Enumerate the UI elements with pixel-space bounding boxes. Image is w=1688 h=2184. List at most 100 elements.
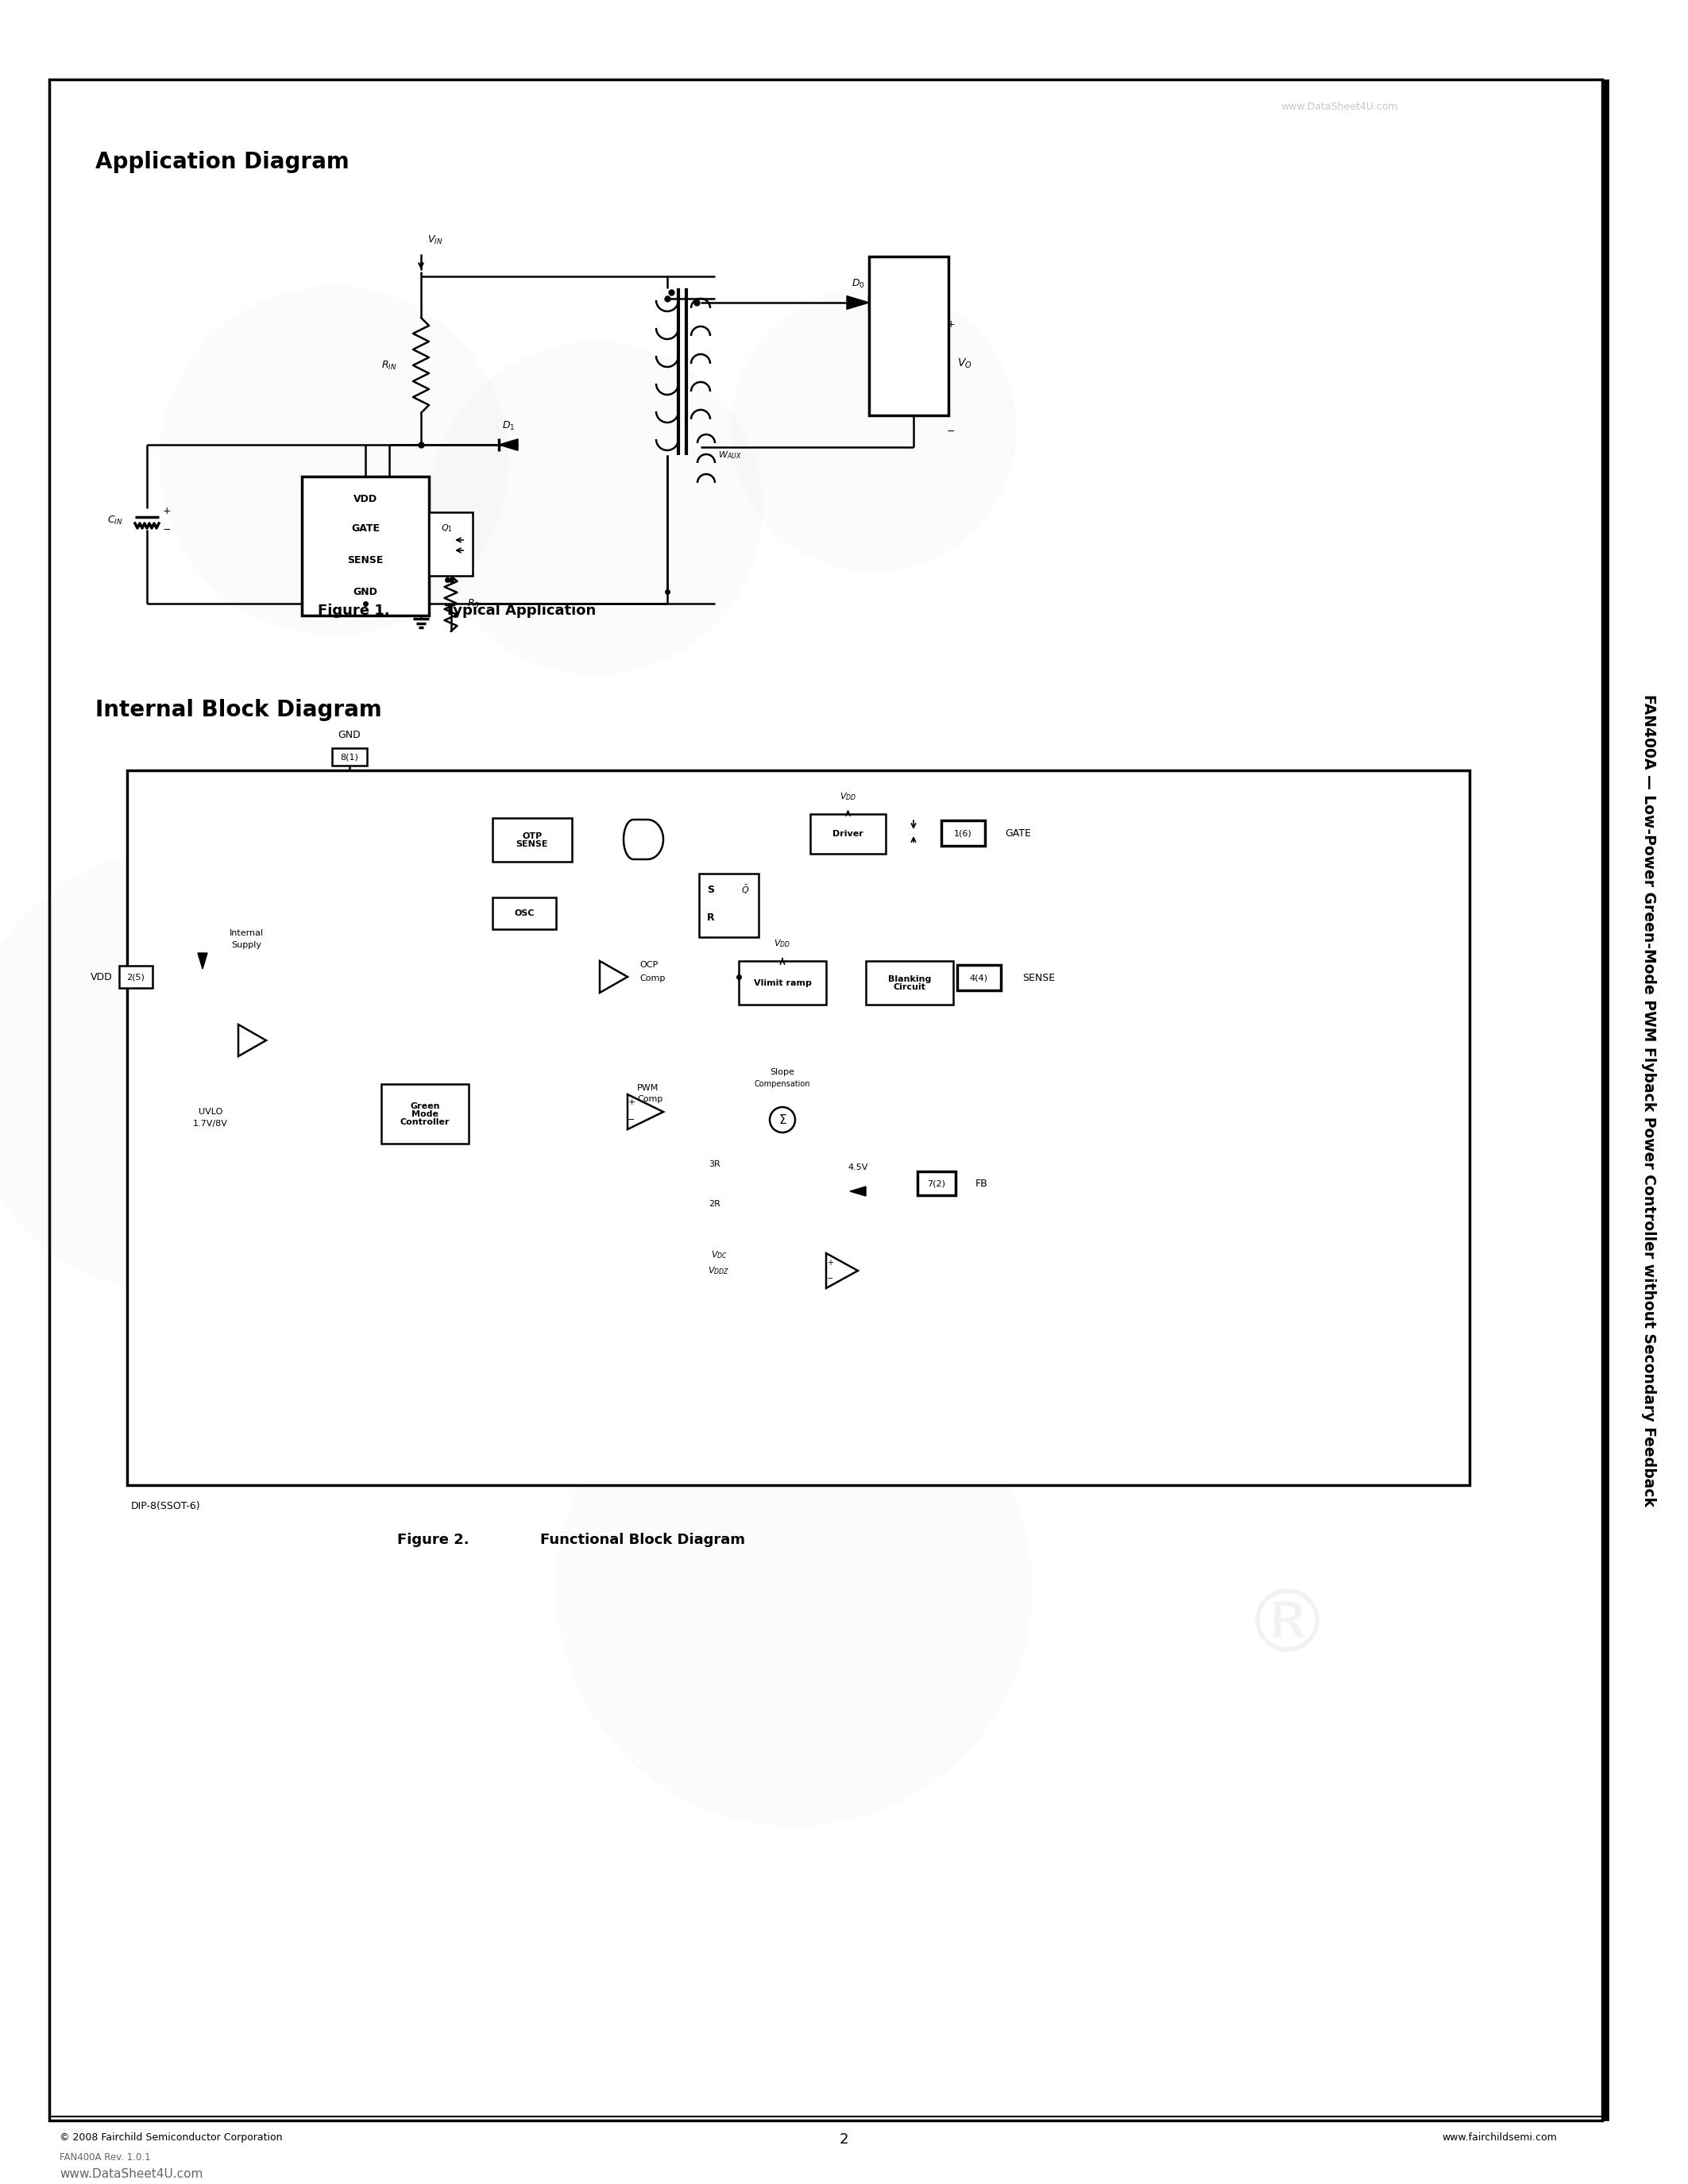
- Text: $D_0$: $D_0$: [851, 277, 864, 290]
- Text: −: −: [947, 426, 955, 437]
- Text: 2R: 2R: [709, 1199, 721, 1208]
- Text: PWM: PWM: [636, 1083, 658, 1092]
- Text: Green: Green: [410, 1103, 441, 1109]
- Text: Figure 1.: Figure 1.: [317, 603, 390, 618]
- Text: UVLO: UVLO: [199, 1107, 223, 1116]
- Text: $V_{DD}$: $V_{DD}$: [839, 791, 856, 802]
- Bar: [1602, 79, 1609, 2121]
- Bar: [493, 898, 555, 928]
- Text: +: +: [930, 352, 937, 360]
- Bar: [429, 513, 473, 577]
- Polygon shape: [847, 295, 869, 310]
- Circle shape: [0, 850, 405, 1295]
- Text: 7(2): 7(2): [927, 1179, 945, 1188]
- Text: OTP: OTP: [522, 832, 542, 841]
- Text: Blanking: Blanking: [888, 974, 932, 983]
- Text: OCP: OCP: [640, 961, 658, 970]
- Circle shape: [731, 286, 1016, 572]
- Bar: [127, 771, 1470, 1485]
- Text: $V_O$: $V_O$: [957, 358, 972, 371]
- Text: SENSE: SENSE: [1023, 972, 1055, 983]
- Text: Functional Block Diagram: Functional Block Diagram: [540, 1533, 744, 1546]
- Text: Controller: Controller: [400, 1118, 449, 1125]
- Text: Σ: Σ: [778, 1114, 787, 1125]
- Bar: [381, 1083, 469, 1144]
- Text: $\bar{Q}$: $\bar{Q}$: [741, 885, 749, 895]
- Text: +: +: [162, 505, 170, 515]
- Text: S: S: [707, 885, 714, 895]
- Text: GND: GND: [353, 587, 378, 596]
- Text: Figure 2.: Figure 2.: [397, 1533, 469, 1546]
- Polygon shape: [628, 1094, 663, 1129]
- Circle shape: [555, 1350, 1033, 1826]
- Text: $R_S$: $R_S$: [466, 598, 479, 609]
- Text: Compensation: Compensation: [755, 1081, 810, 1088]
- Text: FAN400A Rev. 1.0.1: FAN400A Rev. 1.0.1: [59, 2151, 150, 2162]
- Polygon shape: [825, 1254, 858, 1289]
- Text: SENSE: SENSE: [348, 555, 383, 566]
- Text: GATE: GATE: [1004, 828, 1031, 839]
- Text: Comp: Comp: [636, 1094, 663, 1103]
- Circle shape: [770, 1107, 795, 1133]
- Text: 8(1): 8(1): [341, 753, 358, 760]
- Circle shape: [429, 341, 763, 675]
- Text: VDD: VDD: [353, 494, 378, 505]
- Bar: [493, 819, 572, 863]
- Text: 1(6): 1(6): [954, 830, 972, 836]
- Bar: [699, 874, 758, 937]
- Text: FAN400A — Low-Power Green-Mode PWM Flyback Power Controller without Secondary Fe: FAN400A — Low-Power Green-Mode PWM Flyba…: [1641, 695, 1656, 1507]
- Text: +: +: [628, 1099, 635, 1107]
- Circle shape: [159, 286, 508, 636]
- Text: $C_0$: $C_0$: [881, 363, 893, 373]
- Text: OSC: OSC: [515, 909, 535, 917]
- Polygon shape: [238, 1024, 267, 1057]
- Polygon shape: [851, 1186, 866, 1197]
- Text: GATE: GATE: [351, 522, 380, 533]
- Bar: [120, 965, 152, 987]
- Text: +: +: [827, 1258, 834, 1267]
- Text: www.DataSheet4U.com: www.DataSheet4U.com: [59, 2169, 203, 2180]
- Text: Comp: Comp: [640, 974, 665, 983]
- Text: Vlimit ramp: Vlimit ramp: [753, 978, 812, 987]
- Polygon shape: [599, 961, 628, 994]
- Text: +: +: [947, 319, 955, 330]
- Text: $V_{DC}$: $V_{DC}$: [711, 1249, 728, 1260]
- Text: SENSE: SENSE: [517, 841, 549, 847]
- Text: −: −: [162, 524, 170, 535]
- Bar: [957, 965, 1001, 989]
- Text: $C_{IN}$: $C_{IN}$: [108, 513, 123, 526]
- Text: 4.5V: 4.5V: [847, 1164, 868, 1171]
- Text: $V_{IN}$: $V_{IN}$: [427, 234, 442, 247]
- Text: R: R: [707, 913, 714, 922]
- Text: 4(4): 4(4): [969, 974, 987, 981]
- Text: Internal: Internal: [230, 928, 263, 937]
- Text: Circuit: Circuit: [893, 983, 925, 992]
- Text: Mode: Mode: [412, 1109, 439, 1118]
- Text: Typical Application: Typical Application: [446, 603, 596, 618]
- Text: Supply: Supply: [231, 941, 262, 950]
- Text: 1.7V/8V: 1.7V/8V: [192, 1120, 228, 1127]
- Text: FB: FB: [976, 1177, 987, 1188]
- Text: 2(5): 2(5): [127, 972, 145, 981]
- Bar: [918, 1171, 955, 1195]
- Text: DIP-8(SSOT-6): DIP-8(SSOT-6): [132, 1500, 201, 1511]
- Bar: [302, 476, 429, 616]
- Text: ®: ®: [1242, 1586, 1330, 1671]
- Text: Driver: Driver: [832, 830, 863, 839]
- Text: $V_{DD}$: $V_{DD}$: [775, 939, 792, 950]
- Text: www.DataSheet4U.com: www.DataSheet4U.com: [1281, 103, 1398, 111]
- Text: Application Diagram: Application Diagram: [95, 151, 349, 173]
- Text: $W_{AUX}$: $W_{AUX}$: [717, 450, 741, 461]
- Text: 2: 2: [839, 2132, 847, 2147]
- Text: 3R: 3R: [709, 1160, 721, 1168]
- Bar: [942, 821, 986, 845]
- Text: GND: GND: [338, 729, 361, 740]
- Bar: [739, 961, 825, 1005]
- Text: −: −: [930, 369, 937, 378]
- Bar: [866, 961, 954, 1005]
- Text: $V_{DDZ}$: $V_{DDZ}$: [709, 1265, 729, 1275]
- Polygon shape: [623, 819, 663, 858]
- Text: $D_1$: $D_1$: [501, 419, 515, 432]
- Text: www.fairchildsemi.com: www.fairchildsemi.com: [1442, 2132, 1556, 2143]
- Text: © 2008 Fairchild Semiconductor Corporation: © 2008 Fairchild Semiconductor Corporati…: [59, 2132, 282, 2143]
